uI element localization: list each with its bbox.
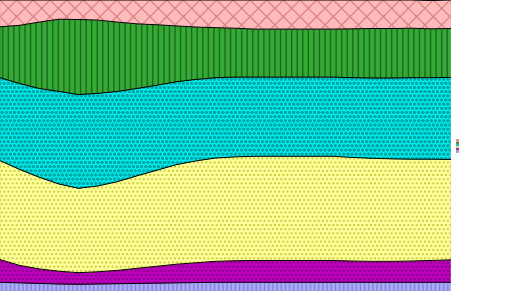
Legend: 50~, 40~49, 30~39, 19~29, 13~18, 7~12: 50~, 40~49, 30~39, 19~29, 13~18, 7~12 <box>456 139 462 152</box>
